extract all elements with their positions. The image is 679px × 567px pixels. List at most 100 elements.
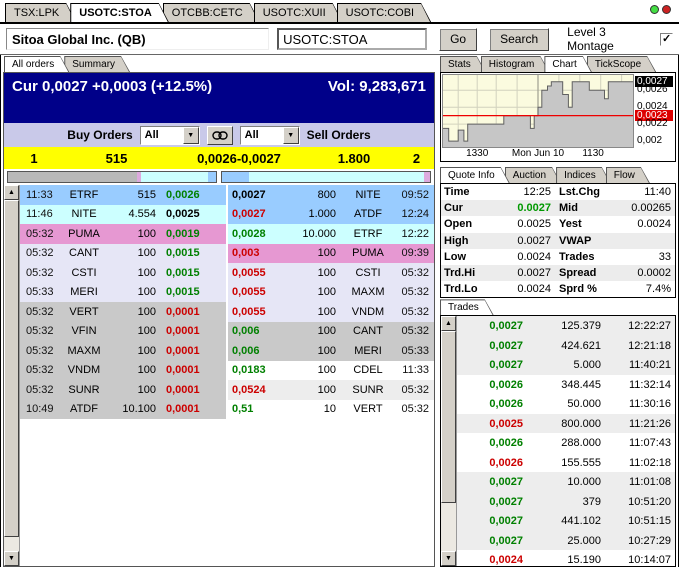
scroll-down-icon[interactable]: ▼ [4, 551, 19, 566]
chart-tab-stats[interactable]: Stats [440, 56, 486, 72]
link-filters-button[interactable] [206, 125, 233, 145]
window-tab-usotc-cobi[interactable]: USOTC:COBI [337, 3, 431, 22]
trade-row[interactable]: 0,0026 50.000 11:30:16 [457, 394, 675, 414]
trade-row[interactable]: 0,0027 25.000 10:27:29 [457, 530, 675, 551]
ask-entry[interactable]: 0,0183 100 CDEL 11:33 [228, 360, 434, 380]
trades-scrollbar[interactable]: ▲ ▼ [441, 316, 457, 566]
bid-entry[interactable]: 11:46 NITE 4.554 0,0025 [20, 204, 226, 224]
tab-trades[interactable]: Trades [440, 299, 494, 315]
book-row[interactable]: 05:32 VERT 100 0,0001 0,0055 100 VNDM 05:32 [20, 302, 434, 322]
ask-entry[interactable]: 0,0524 100 SUNR 05:32 [228, 380, 434, 400]
ask-entry[interactable]: 0,0055 100 MAXM 05:32 [228, 282, 434, 302]
trade-row[interactable]: 0,0027 424.621 12:21:18 [457, 335, 675, 356]
orders-tab-summary[interactable]: Summary [64, 56, 130, 72]
trade-row[interactable]: 0,0027 10.000 11:01:08 [457, 472, 675, 492]
quote-tab-quote-info[interactable]: Quote Info [440, 167, 510, 183]
book-row[interactable]: 05:32 VFIN 100 0,0001 0,006 100 CANT 05:32 [20, 321, 434, 341]
trades-scroll-track[interactable] [441, 331, 456, 551]
book-row[interactable]: 05:32 CSTI 100 0,0015 0,0055 100 CSTI 05:32 [20, 263, 434, 283]
ask-entry[interactable]: 0,006 100 MERI 05:33 [228, 341, 434, 361]
quote-tab-auction[interactable]: Auction [505, 167, 561, 183]
go-button[interactable]: Go [439, 27, 478, 51]
book-row[interactable]: 05:32 MAXM 100 0,0001 0,006 100 MERI 05:33 [20, 341, 434, 361]
book-row[interactable]: 10:49 ATDF 10.100 0,0001 0,51 10 VERT 05:32 [20, 399, 434, 419]
chart-tab-histogram[interactable]: Histogram [481, 56, 550, 72]
book-scrollbar[interactable]: ▲ ▼ [4, 185, 20, 566]
window-tab-otcbb-cetc[interactable]: OTCBB:CETC [163, 3, 260, 22]
chevron-down-icon[interactable]: ▼ [182, 126, 199, 144]
trade-row[interactable]: 0,0026 348.445 11:32:14 [457, 374, 675, 395]
trade-row[interactable]: 0,0027 5.000 11:40:21 [457, 355, 675, 375]
trade-row[interactable]: 0,0027 379 10:51:20 [457, 491, 675, 512]
bid-time: 05:32 [26, 266, 54, 279]
trade-row[interactable]: 0,0027 125.379 12:22:27 [457, 316, 675, 336]
trade-row[interactable]: 0,0024 15.190 10:14:07 [457, 550, 675, 567]
bid-size: 100 [137, 325, 156, 338]
bid-entry[interactable]: 10:49 ATDF 10.100 0,0001 [20, 399, 226, 419]
trade-price: 0,0027 [489, 495, 523, 508]
book-row[interactable]: 05:32 SUNR 100 0,0001 0,0524 100 SUNR 05:32 [20, 380, 434, 400]
quote-tab-indices[interactable]: Indices [556, 167, 611, 183]
green-led-icon [650, 5, 659, 14]
ask-entry[interactable]: 0,0027 1.000 ATDF 12:24 [228, 204, 434, 224]
bid-entry[interactable]: 05:32 PUMA 100 0,0019 [20, 224, 226, 244]
montage-checkbox[interactable]: ✓ [660, 32, 673, 46]
bid-time: 10:49 [26, 403, 54, 416]
book-row[interactable]: 11:33 ETRF 515 0,0026 0,0027 800 NITE 09:52 [20, 185, 434, 205]
trade-row[interactable]: 0,0027 441.102 10:51:15 [457, 511, 675, 531]
search-button[interactable]: Search [489, 27, 550, 51]
quote-tab-flow[interactable]: Flow [606, 167, 650, 183]
window-tab-usotc-stoa[interactable]: USOTC:STOA [70, 3, 169, 22]
bid-time: 05:32 [26, 247, 54, 260]
book-row[interactable]: 05:32 PUMA 100 0,0019 0,0028 10.000 ETRF 12:22 [20, 224, 434, 244]
window-tab-tsx-lpk[interactable]: TSX:LPK [5, 3, 76, 22]
bid-entry[interactable]: 05:33 MERI 100 0,0015 [20, 282, 226, 302]
ask-entry[interactable]: 0,51 10 VERT 05:32 [228, 399, 434, 419]
book-row[interactable]: 11:46 NITE 4.554 0,0025 0,0027 1.000 ATDF 12:24 [20, 204, 434, 224]
ask-entry[interactable]: 0,006 100 CANT 05:32 [228, 321, 434, 341]
bid-entry[interactable]: 05:32 VNDM 100 0,0001 [20, 360, 226, 380]
bid-entry[interactable]: 05:32 CANT 100 0,0015 [20, 243, 226, 263]
chart-tab-chart[interactable]: Chart [544, 56, 591, 72]
scroll-up-icon[interactable]: ▲ [441, 316, 456, 332]
trade-row[interactable]: 0,0026 155.555 11:02:18 [457, 452, 675, 473]
orders-tab-all-orders[interactable]: All orders [4, 56, 69, 72]
ask-entry[interactable]: 0,0055 100 CSTI 05:32 [228, 263, 434, 283]
ask-entry[interactable]: 0,0055 100 VNDM 05:32 [228, 302, 434, 322]
ask-entry[interactable]: 0,0028 10.000 ETRF 12:22 [228, 224, 434, 244]
sell-orders-label: Sell Orders [306, 128, 371, 142]
buy-filter-select[interactable]: All ▼ [139, 125, 200, 145]
quote-value: 0.0024 [517, 283, 551, 296]
window-tab-usotc-xuii[interactable]: USOTC:XUII [254, 3, 343, 22]
bid-time: 05:32 [26, 305, 54, 318]
trade-row[interactable]: 0,0026 288.000 11:07:43 [457, 433, 675, 453]
book-scroll-thumb[interactable] [4, 200, 19, 537]
book-row[interactable]: 05:32 VNDM 100 0,0001 0,0183 100 CDEL 11:33 [20, 360, 434, 380]
bid-entry[interactable]: 05:32 VERT 100 0,0001 [20, 302, 226, 322]
bid-entry[interactable]: 05:32 CSTI 100 0,0015 [20, 263, 226, 283]
sell-filter-select[interactable]: All ▼ [239, 125, 300, 145]
scroll-up-icon[interactable]: ▲ [4, 185, 19, 200]
book-row[interactable]: 05:33 MERI 100 0,0015 0,0055 100 MAXM 05:32 [20, 282, 434, 302]
trades-scroll-thumb[interactable] [441, 331, 456, 503]
quote-label: Trades [559, 250, 595, 263]
bid-entry[interactable]: 11:33 ETRF 515 0,0026 [20, 185, 226, 205]
bid-entry[interactable]: 05:32 VFIN 100 0,0001 [20, 321, 226, 341]
symbol-input[interactable] [277, 28, 428, 50]
trade-price: 0,0027 [489, 515, 523, 528]
bid-time: 05:32 [26, 364, 54, 377]
book-row[interactable]: 05:32 CANT 100 0,0015 0,003 100 PUMA 09:39 [20, 243, 434, 263]
trade-row[interactable]: 0,0025 800.000 11:21:26 [457, 413, 675, 434]
ask-entry[interactable]: 0,003 100 PUMA 09:39 [228, 243, 434, 263]
scroll-down-icon[interactable]: ▼ [441, 551, 456, 566]
bid-entry[interactable]: 05:32 MAXM 100 0,0001 [20, 341, 226, 361]
ask-mm: VERT [353, 403, 383, 416]
book-scroll-track[interactable] [4, 200, 19, 551]
chart-tab-tickscope[interactable]: TickScope [587, 56, 656, 72]
tab-label: Chart [545, 57, 590, 72]
bbo-summary-row: 1 515 0,0026-0,0027 1.800 2 [4, 147, 434, 169]
bid-entry[interactable]: 05:32 SUNR 100 0,0001 [20, 380, 226, 400]
quote-value: 0.0027 [517, 267, 551, 280]
chevron-down-icon[interactable]: ▼ [282, 126, 299, 144]
ask-entry[interactable]: 0,0027 800 NITE 09:52 [228, 185, 434, 205]
